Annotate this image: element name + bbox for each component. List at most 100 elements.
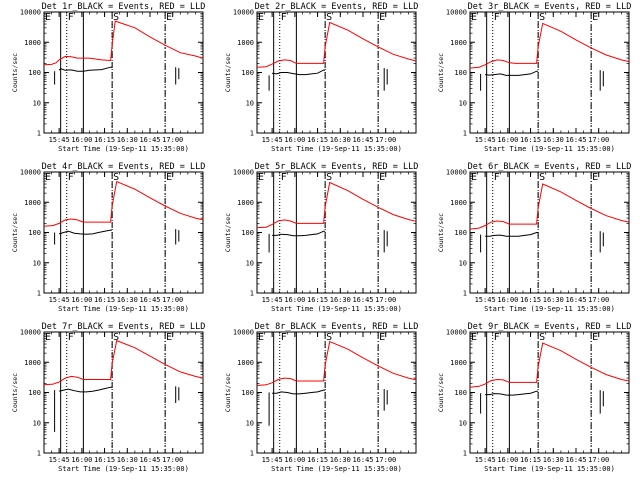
x-tick-label: 15:45 — [49, 136, 70, 144]
plot-frame — [469, 331, 630, 454]
x-tick-label: 17:00 — [162, 296, 183, 304]
flag-label: E — [45, 12, 51, 23]
y-tick-label: 100 — [241, 389, 254, 397]
x-tick-label: 17:00 — [162, 136, 183, 144]
x-tick-label: 16:00 — [71, 296, 92, 304]
y-tick-label: 1 — [250, 450, 254, 458]
panel-title: Det 1r_BLACK = Events, RED = LLD — [42, 2, 206, 12]
flag-label: S — [113, 12, 119, 23]
x-tick-label: 17:00 — [375, 296, 396, 304]
detector-panel: Det 4r_BLACK = Events, RED = LLD 1 10 100 10… — [11, 162, 205, 313]
x-tick-label: 16:15 — [520, 136, 541, 144]
detector-panel: Det 2r_BLACK = Events, RED = LLD 1 10 100 10… — [224, 2, 418, 153]
detector-panel: Det 6r_BLACK = Events, RED = LLD 1 10 100 10… — [437, 162, 631, 313]
x-axis-label: Start Time (19-Sep-11 15:35:00) — [484, 145, 615, 153]
x-tick-label: 16:00 — [497, 456, 518, 464]
flag-label: F — [281, 12, 287, 23]
panel-title: Det 9r_BLACK = Events, RED = LLD — [468, 322, 632, 332]
flag-label: E — [471, 172, 477, 183]
x-tick-label: 16:30 — [117, 296, 138, 304]
y-tick-label: 10000 — [20, 9, 41, 17]
x-tick-label: 15:45 — [262, 456, 283, 464]
flag-label: E — [592, 332, 598, 343]
y-tick-label: 10000 — [233, 169, 254, 177]
y-axis-label: Counts/sec — [437, 53, 445, 92]
events-series-line — [58, 386, 113, 393]
x-tick-label: 16:30 — [543, 136, 564, 144]
y-tick-label: 100 — [241, 69, 254, 77]
x-tick-label: 16:30 — [330, 296, 351, 304]
y-tick-label: 10 — [459, 99, 467, 107]
x-tick-label: 15:45 — [262, 296, 283, 304]
detector-panel: Det 7r_BLACK = Events, RED = LLD 1 10 100 10… — [11, 322, 205, 473]
x-axis-label: Start Time (19-Sep-11 15:35:00) — [58, 145, 189, 153]
flag-label: E — [379, 12, 385, 23]
panel-title: Det 6r_BLACK = Events, RED = LLD — [468, 162, 632, 172]
panel-title: Det 4r_BLACK = Events, RED = LLD — [42, 162, 206, 172]
flag-label: E — [258, 332, 264, 343]
events-series-line — [485, 232, 539, 237]
flag-label: F — [494, 332, 500, 343]
y-tick-label: 1 — [463, 450, 467, 458]
flag-label: F — [68, 332, 74, 343]
x-tick-label: 16:45 — [352, 456, 373, 464]
y-axis-label: Counts/sec — [11, 53, 19, 92]
x-tick-label: 16:45 — [352, 136, 373, 144]
y-axis-label: Counts/sec — [437, 213, 445, 252]
flag-label: E — [379, 172, 385, 183]
y-tick-label: 1000 — [24, 199, 41, 207]
x-tick-label: 17:00 — [588, 296, 609, 304]
flag-label: F — [281, 332, 287, 343]
x-tick-label: 16:15 — [94, 296, 115, 304]
y-tick-label: 1000 — [237, 199, 254, 207]
y-tick-label: 100 — [454, 69, 467, 77]
y-tick-label: 1 — [463, 130, 467, 138]
detector-panel: Det 3r_BLACK = Events, RED = LLD 1 10 100 10… — [437, 2, 631, 153]
flag-label: E — [45, 172, 51, 183]
y-tick-label: 10000 — [446, 9, 467, 17]
x-tick-label: 16:00 — [497, 136, 518, 144]
detector-panel: Det 5r_BLACK = Events, RED = LLD 1 10 100 10… — [224, 162, 418, 313]
detector-panel: Det 1r_BLACK = Events, RED = LLD 1 10 100 10… — [11, 2, 205, 153]
flag-label: E — [258, 172, 264, 183]
x-tick-label: 17:00 — [162, 456, 183, 464]
events-series-line — [485, 390, 539, 396]
x-tick-label: 15:45 — [262, 136, 283, 144]
y-tick-label: 1000 — [24, 39, 41, 47]
panel-title: Det 5r_BLACK = Events, RED = LLD — [255, 162, 419, 172]
y-tick-label: 1000 — [24, 359, 41, 367]
flag-label: S — [326, 172, 332, 183]
x-axis-label: Start Time (19-Sep-11 15:35:00) — [271, 465, 402, 473]
x-tick-label: 17:00 — [375, 136, 396, 144]
events-series-line — [272, 389, 326, 395]
x-tick-label: 16:15 — [94, 456, 115, 464]
x-axis-label: Start Time (19-Sep-11 15:35:00) — [58, 465, 189, 473]
y-tick-label: 1000 — [237, 39, 254, 47]
y-tick-label: 100 — [28, 69, 41, 77]
y-tick-label: 1000 — [450, 39, 467, 47]
y-tick-label: 10000 — [233, 329, 254, 337]
flag-label: E — [258, 12, 264, 23]
events-series-line — [272, 69, 326, 76]
flag-label: E — [471, 12, 477, 23]
y-tick-label: 10000 — [446, 169, 467, 177]
flag-label: S — [539, 332, 545, 343]
x-tick-label: 16:45 — [565, 136, 586, 144]
y-tick-label: 10 — [246, 419, 254, 427]
x-tick-label: 16:15 — [520, 456, 541, 464]
x-tick-label: 16:15 — [307, 136, 328, 144]
flag-label: S — [113, 172, 119, 183]
x-tick-label: 16:30 — [543, 456, 564, 464]
x-tick-label: 17:00 — [375, 456, 396, 464]
x-tick-label: 16:15 — [94, 136, 115, 144]
y-tick-label: 1000 — [450, 359, 467, 367]
x-tick-label: 16:45 — [139, 456, 160, 464]
y-tick-label: 10 — [246, 259, 254, 267]
y-tick-label: 100 — [28, 229, 41, 237]
x-tick-label: 15:45 — [49, 296, 70, 304]
y-axis-label: Counts/sec — [224, 53, 232, 92]
y-tick-label: 100 — [241, 229, 254, 237]
events-series-line — [272, 230, 326, 237]
flag-label: S — [539, 12, 545, 23]
